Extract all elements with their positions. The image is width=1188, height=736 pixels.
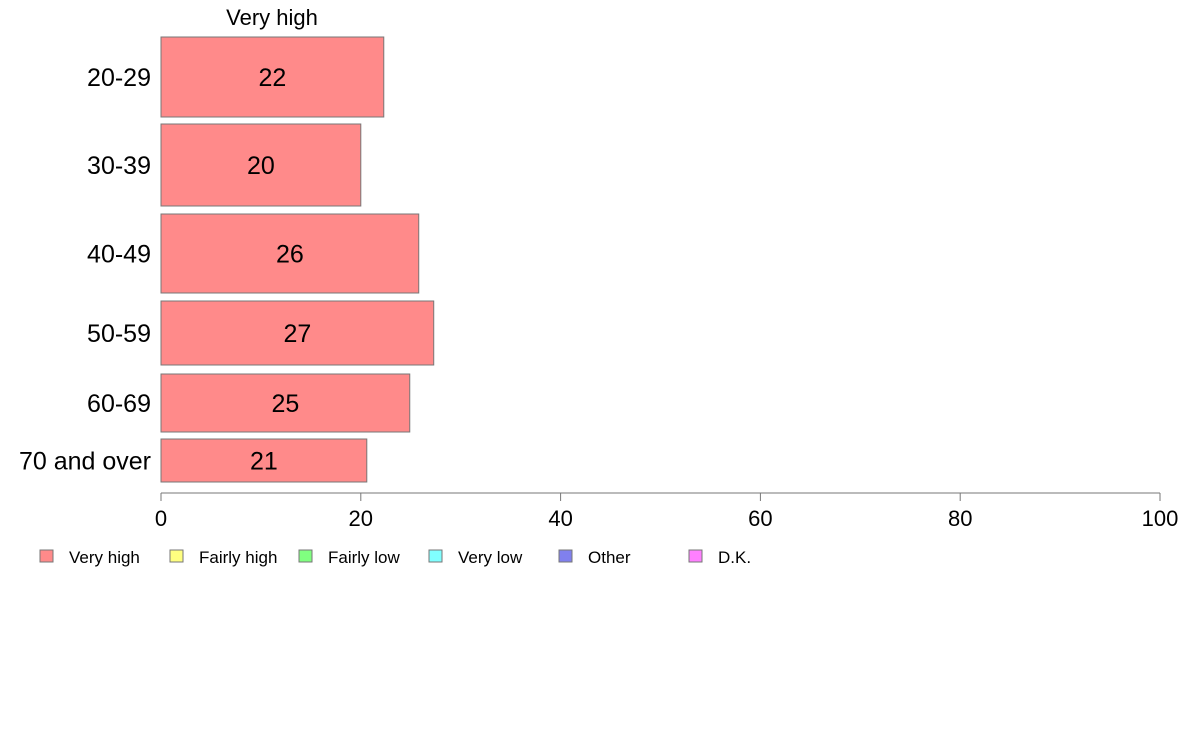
legend-label: D.K. — [718, 548, 751, 567]
legend-swatch — [39, 549, 54, 563]
x-tick-label: 60 — [748, 506, 772, 531]
category-label: 50-59 — [87, 320, 151, 348]
bar-50-59 — [160, 300, 435, 366]
bar-value-label: 26 — [276, 241, 304, 269]
category-label: 30-39 — [87, 152, 151, 180]
x-axis: 0 20 40 60 80 100 — [155, 492, 1179, 531]
x-tick-label: 0 — [155, 506, 167, 531]
bar-20-29 — [160, 36, 385, 118]
legend-label: Very low — [458, 548, 523, 567]
category-label: 60-69 — [87, 390, 151, 418]
legend-swatch — [688, 549, 703, 563]
legend-swatch — [298, 549, 313, 563]
legend-label: Other — [588, 548, 631, 567]
legend-label: Fairly low — [328, 548, 401, 567]
legend-label: Very high — [69, 548, 140, 567]
bar-value-label: 20 — [247, 152, 275, 180]
legend-swatch — [169, 549, 184, 563]
bar-70-and-over — [160, 438, 368, 483]
legend-swatch — [428, 549, 443, 563]
x-tick-label: 100 — [1142, 506, 1179, 531]
bar-value-label: 25 — [271, 390, 299, 418]
bar-40-49 — [160, 213, 420, 294]
category-label: 70 and over — [19, 448, 151, 476]
category-label: 40-49 — [87, 241, 151, 269]
bars-group: 22 20 26 27 25 21 — [160, 36, 435, 483]
legend: Very high Fairly high Fairly low Very low Ot… — [39, 548, 751, 567]
chart-title: Very high — [226, 5, 318, 30]
bar-value-label: 27 — [283, 320, 311, 348]
bar-value-label: 21 — [250, 448, 278, 476]
x-tick-label: 80 — [948, 506, 972, 531]
legend-label: Fairly high — [199, 548, 277, 567]
x-tick-label: 20 — [349, 506, 373, 531]
bar-value-label: 22 — [258, 64, 286, 92]
bar-60-69 — [160, 373, 411, 433]
legend-swatch — [558, 549, 573, 563]
category-label: 20-29 — [87, 64, 151, 92]
bar-30-39 — [160, 123, 362, 207]
x-tick-label: 40 — [548, 506, 572, 531]
category-labels: 20-29 30-39 40-49 50-59 60-69 70 and over — [19, 64, 151, 476]
